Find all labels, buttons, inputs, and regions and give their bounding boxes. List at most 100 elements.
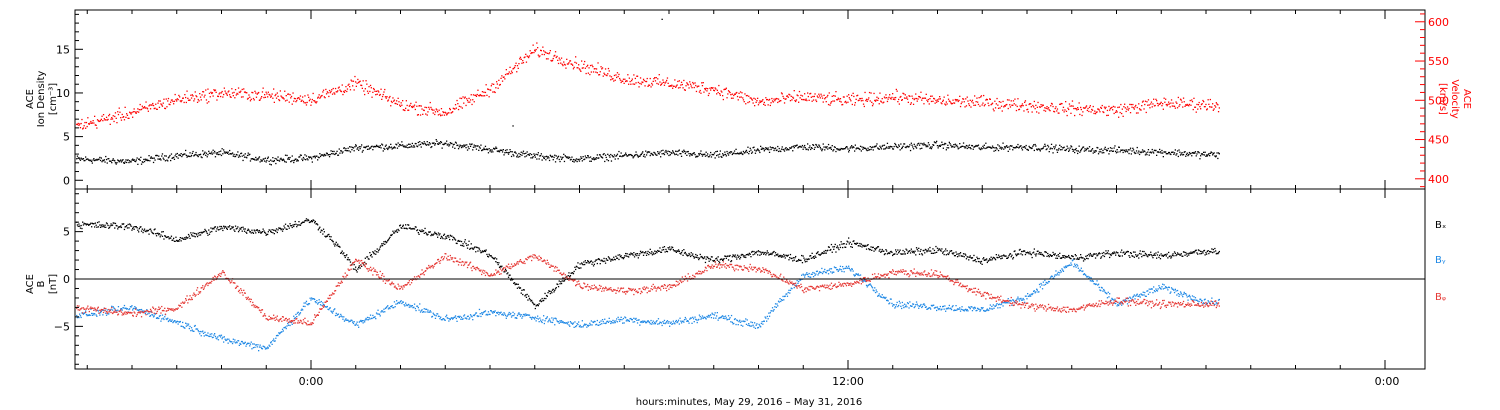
density-point [1124,151,1126,153]
density-point [152,157,154,159]
velocity-point [429,101,431,104]
density-point [848,151,850,153]
velocity-point [158,106,161,108]
velocity-point [1118,106,1120,108]
velocity-point [1006,99,1009,101]
bx-point [1104,253,1106,255]
density-point [413,146,416,148]
velocity-point [661,82,663,84]
by-point [195,328,197,330]
bx-point [123,228,126,231]
density-point [930,146,932,148]
velocity-point [194,91,196,93]
density-point [888,146,890,148]
bx-point [375,253,377,255]
density-point [129,161,132,163]
density-point [977,144,980,146]
by-point [217,336,219,338]
velocity-point [600,66,602,68]
density-point [325,154,327,156]
bx-point [1123,251,1125,253]
by-point [330,310,332,312]
velocity-point [1129,112,1132,114]
velocity-point [246,92,248,94]
bx-point [249,231,251,233]
velocity-point [210,91,212,93]
bx-point [857,242,859,244]
density-point [801,144,804,147]
by-point [304,305,306,308]
velocity-point [551,59,554,62]
bx-point [1047,254,1050,257]
bx-point [349,261,352,263]
bx-point [536,304,538,306]
velocity-point [668,85,670,87]
bx-point [511,279,513,281]
density-point [994,149,997,152]
bx-point [1034,253,1036,255]
bx-point [1176,254,1178,256]
density-point [93,158,95,160]
density-point [388,145,390,148]
bx-point [781,255,783,257]
density-point [1193,151,1195,154]
by-point [193,330,195,332]
bx-point [366,256,369,258]
bx-point [460,240,463,243]
bx-point [364,261,366,263]
velocity-point [662,79,664,81]
bx-point [328,235,331,238]
velocity-point [159,100,161,102]
bx-point [522,293,524,296]
density-point [1173,153,1175,155]
bx-point [815,252,818,255]
bx-point [126,225,128,227]
velocity-point [975,101,977,103]
velocity-point [773,98,775,100]
density-point [505,151,507,154]
bx-point [112,222,114,224]
density-point [596,154,598,156]
velocity-point [90,120,92,123]
bx-point [520,292,522,294]
bx-point [909,252,912,254]
density-point [485,148,487,151]
bx-point [1115,254,1117,256]
density-point [497,150,499,153]
density-point [474,146,476,148]
bx-point [136,227,138,229]
bx-point [396,231,399,233]
bx-point [420,230,422,233]
velocity-point [748,101,751,103]
density-point [1020,145,1022,147]
bx-point [741,253,743,256]
velocity-point [463,97,466,99]
bx-point [985,259,987,261]
bx-point [588,262,590,264]
density-point [601,157,604,159]
density-point [1136,146,1138,149]
velocity-point [877,99,879,101]
bx-point [785,254,787,256]
velocity-point [944,103,946,105]
by-point [201,331,203,333]
bx-point [683,249,685,251]
bx-point [220,225,223,228]
velocity-point [433,109,435,111]
bx-point [1107,250,1109,252]
bx-point [1042,254,1044,257]
density-point [1046,148,1048,150]
bx-point [328,233,330,236]
bx-point [918,247,920,249]
density-point [243,154,245,156]
density-point [719,150,721,152]
density-point [727,154,730,156]
velocity-point [146,108,149,110]
velocity-point [465,104,467,107]
density-point [281,159,284,162]
velocity-point [623,82,625,84]
by-point [168,319,170,322]
velocity-point [946,103,948,105]
by-point [250,341,252,343]
density-point [482,149,484,151]
